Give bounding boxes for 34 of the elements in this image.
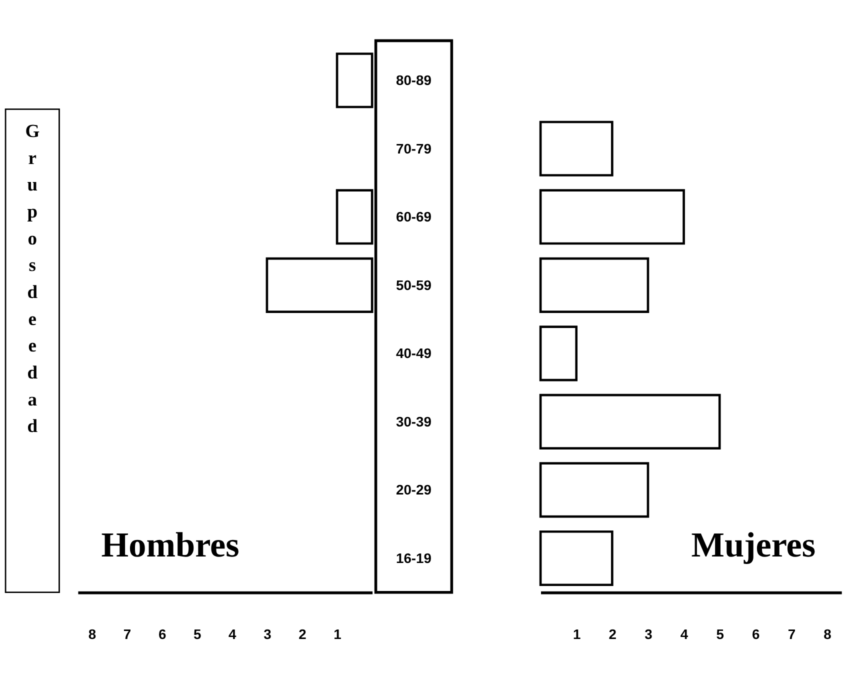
x-tick-label: 7 <box>788 626 796 642</box>
x-tick-label: 8 <box>88 626 96 642</box>
x-tick-label: 1 <box>334 626 342 642</box>
x-tick-label: 4 <box>228 626 237 642</box>
x-tick-label: 4 <box>680 626 688 642</box>
x-tick-label: 3 <box>644 626 653 642</box>
y-tick-label: 30-39 <box>396 413 432 430</box>
x-tick-label: 5 <box>193 626 202 642</box>
x-tick-label: 6 <box>752 626 760 642</box>
y-tick-label: 40-49 <box>396 345 432 362</box>
y-tick-label: 60-69 <box>396 208 432 225</box>
y-tick-label: 20-29 <box>396 482 432 498</box>
x-tick-label: 2 <box>298 626 307 642</box>
x-tick-label: 3 <box>264 626 272 642</box>
bar <box>539 394 721 450</box>
bar <box>539 120 614 176</box>
x-tick-label: 5 <box>716 626 724 642</box>
y-tick-label: 70-79 <box>396 140 432 156</box>
bar <box>539 189 685 245</box>
bar <box>539 326 578 382</box>
bar <box>539 530 614 586</box>
text: Grupos de edad <box>25 122 40 438</box>
series-label: Mujeres <box>691 525 816 564</box>
bar <box>539 462 650 518</box>
x-tick-label: 8 <box>824 626 832 642</box>
x-tick-label: 2 <box>608 626 617 642</box>
x-tick-label: 1 <box>572 626 581 642</box>
y-tick-label: 50-59 <box>396 276 432 293</box>
y-tick-label: 80-89 <box>396 72 432 88</box>
x-tick-label: 7 <box>123 626 132 642</box>
x-tick-label: 6 <box>158 626 166 642</box>
bar <box>539 257 650 313</box>
text: Hombres <box>101 525 240 564</box>
y-tick-label: 16-19 <box>396 550 432 566</box>
